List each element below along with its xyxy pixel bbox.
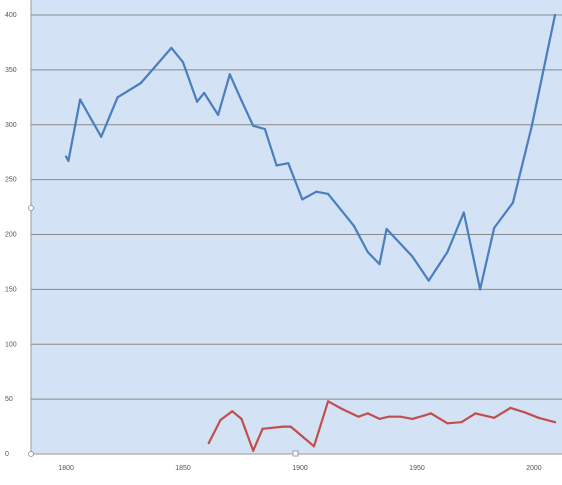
series-1-point — [411, 255, 414, 258]
series-2-point — [261, 427, 264, 430]
y-tick-label: 400 — [5, 12, 17, 19]
series-1-point — [326, 192, 330, 195]
series-2-point — [326, 400, 330, 403]
series-1-point — [116, 96, 119, 99]
x-tick-label: 1850 — [175, 465, 191, 472]
series-2-point — [399, 415, 402, 418]
y-tick-label: 0 — [5, 451, 9, 458]
series-1-point — [385, 227, 388, 231]
series-group — [64, 13, 557, 452]
series-1-point — [553, 13, 557, 17]
y-tick-label: 150 — [5, 286, 17, 293]
series-2-point — [282, 425, 285, 428]
y-tick-label: 100 — [5, 341, 17, 348]
series-1-point — [139, 81, 143, 85]
series-2-point — [429, 412, 433, 415]
x-tick-label: 1900 — [292, 465, 308, 472]
series-2-point — [219, 418, 222, 422]
series-1-point — [479, 288, 482, 291]
series-1-point — [170, 46, 173, 50]
series-2-point — [537, 416, 540, 419]
series-1-point — [64, 155, 68, 158]
series-2-point — [411, 417, 414, 420]
series-2-point — [312, 445, 316, 448]
series-1-point — [530, 125, 533, 129]
series-2-point — [378, 417, 381, 420]
series-2-line — [207, 400, 557, 452]
series-1-point — [446, 250, 449, 254]
series-1-point — [352, 224, 355, 227]
y-tick-label: 350 — [5, 67, 17, 74]
y-tick-label: 300 — [5, 122, 17, 129]
y-tick-label: 50 — [5, 396, 13, 403]
series-1-point — [240, 99, 243, 102]
series-1-point — [217, 113, 220, 116]
series-2-point — [422, 414, 426, 417]
y-tick-label: 250 — [5, 177, 17, 184]
series-2-point — [387, 415, 390, 418]
series-1-point — [493, 226, 496, 230]
resize-handle-bottom-left — [28, 451, 34, 457]
series-1-point — [275, 164, 278, 167]
series-2-point — [289, 425, 292, 428]
series-1-point — [315, 190, 318, 193]
series-1-point — [287, 162, 290, 165]
series-2-point — [446, 422, 449, 425]
plot-area — [31, 0, 562, 454]
series-1-point — [181, 61, 185, 64]
x-tick-label: 1950 — [409, 465, 425, 472]
series-1-point — [228, 73, 231, 76]
series-2-point — [553, 421, 557, 424]
y-tick-labels: 0 50 100 150 200 250 300 350 400 — [5, 12, 17, 458]
series-1-point — [462, 211, 465, 214]
y-tick-label: 200 — [5, 232, 17, 239]
selection-handles — [28, 205, 299, 457]
series-1-point — [378, 263, 381, 266]
gridlines — [31, 14, 562, 400]
series-1-point — [263, 128, 267, 131]
series-1-point — [511, 201, 514, 204]
series-1-point — [252, 124, 255, 127]
series-1-point — [67, 159, 70, 163]
series-2-point — [460, 421, 463, 424]
series-1-point — [203, 91, 206, 95]
series-2-point — [301, 435, 304, 438]
series-1-point — [301, 198, 304, 201]
series-1-point — [427, 279, 430, 282]
series-2-point — [240, 417, 243, 420]
series-2-point — [523, 411, 526, 414]
resize-handle-left — [28, 205, 34, 211]
series-1-point — [100, 135, 103, 138]
series-2-point — [509, 406, 512, 410]
x-tick-label: 2000 — [526, 465, 542, 472]
x-tick-labels: 1800 1850 1900 1950 2000 — [58, 465, 542, 472]
x-tick-label: 1800 — [58, 465, 74, 472]
series-2-point — [231, 410, 234, 413]
series-2-point — [252, 449, 255, 452]
series-2-point — [357, 415, 360, 418]
series-2-point — [341, 407, 344, 411]
series-2-point — [493, 416, 496, 419]
series-1-point — [366, 250, 369, 254]
series-1-point — [195, 100, 199, 103]
resize-handle-bottom — [292, 450, 299, 457]
series-2-point — [207, 441, 210, 445]
series-1-point — [79, 98, 82, 101]
series-2-point — [474, 412, 477, 415]
series-2-point — [366, 412, 369, 415]
